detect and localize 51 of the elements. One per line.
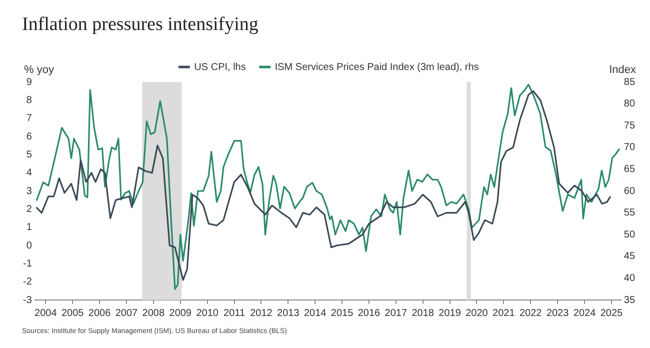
y2-tick-label: 75 (624, 120, 636, 132)
y-tick-label: 3 (26, 186, 32, 197)
y-tick-label: 5 (26, 149, 32, 160)
x-tick-label: 2009 (169, 308, 192, 319)
legend-label: US CPI, lhs (194, 62, 246, 73)
x-tick-label: 2017 (384, 308, 408, 319)
x-tick-label: 2023 (546, 308, 570, 319)
x-tick-label: 2015 (330, 308, 354, 319)
x-tick-label: 2013 (277, 308, 300, 319)
y-tick-label: 2 (26, 204, 32, 215)
y2-tick-label: 60 (624, 186, 636, 197)
y-tick-label: 1 (26, 222, 32, 234)
x-tick-label: 2020 (466, 308, 488, 319)
y-tick-label: 4 (26, 168, 32, 179)
x-tick-label: 2005 (61, 308, 84, 319)
y2-tick-label: 55 (624, 208, 636, 219)
y-tick-label: 9 (26, 76, 32, 88)
y2-tick-label: 40 (624, 272, 636, 284)
y2-tick-label: 35 (624, 294, 636, 306)
x-tick-label: 2008 (142, 308, 165, 319)
chart-title: Inflation pressures intensifying (21, 13, 260, 37)
y-tick-label: -3 (22, 294, 32, 306)
y-tick-label: -1 (22, 258, 32, 270)
x-tick-label: 2016 (358, 308, 381, 319)
x-tick-label: 2007 (115, 308, 138, 319)
y-tick-label: -2 (22, 276, 32, 288)
x-tick-label: 2021 (492, 308, 516, 319)
y2-tick-label: 45 (624, 251, 636, 262)
x-tick-label: 2012 (250, 308, 273, 319)
x-tick-label: 2024 (573, 308, 596, 319)
y2-tick-label: 70 (624, 142, 636, 154)
y2-tick-label: 65 (624, 164, 636, 175)
y-tick-label: 7 (26, 113, 32, 124)
x-tick-label: 2022 (519, 308, 542, 319)
x-tick-label: 2025 (600, 308, 624, 319)
y-tick-label: 0 (26, 240, 32, 252)
x-tick-label: 2006 (88, 308, 112, 319)
y-axis-title: % yoy (24, 64, 54, 76)
y2-tick-label: 85 (624, 76, 636, 88)
y2-axis-title: Index (609, 64, 636, 76)
y2-tick-label: 50 (624, 229, 636, 240)
y2-tick-label: 80 (624, 98, 636, 110)
x-tick-label: 2018 (412, 308, 434, 319)
y-tick-label: 6 (26, 131, 32, 142)
x-tick-label: 2010 (196, 308, 219, 319)
y-tick-label: 8 (26, 94, 32, 106)
x-tick-label: 2014 (304, 308, 327, 319)
x-tick-label: 2011 (224, 308, 246, 319)
x-tick-label: 2019 (438, 308, 462, 319)
legend-label: ISM Services Prices Paid Index (3m lead), rhs (274, 62, 479, 73)
x-tick-label: 2004 (34, 308, 58, 319)
